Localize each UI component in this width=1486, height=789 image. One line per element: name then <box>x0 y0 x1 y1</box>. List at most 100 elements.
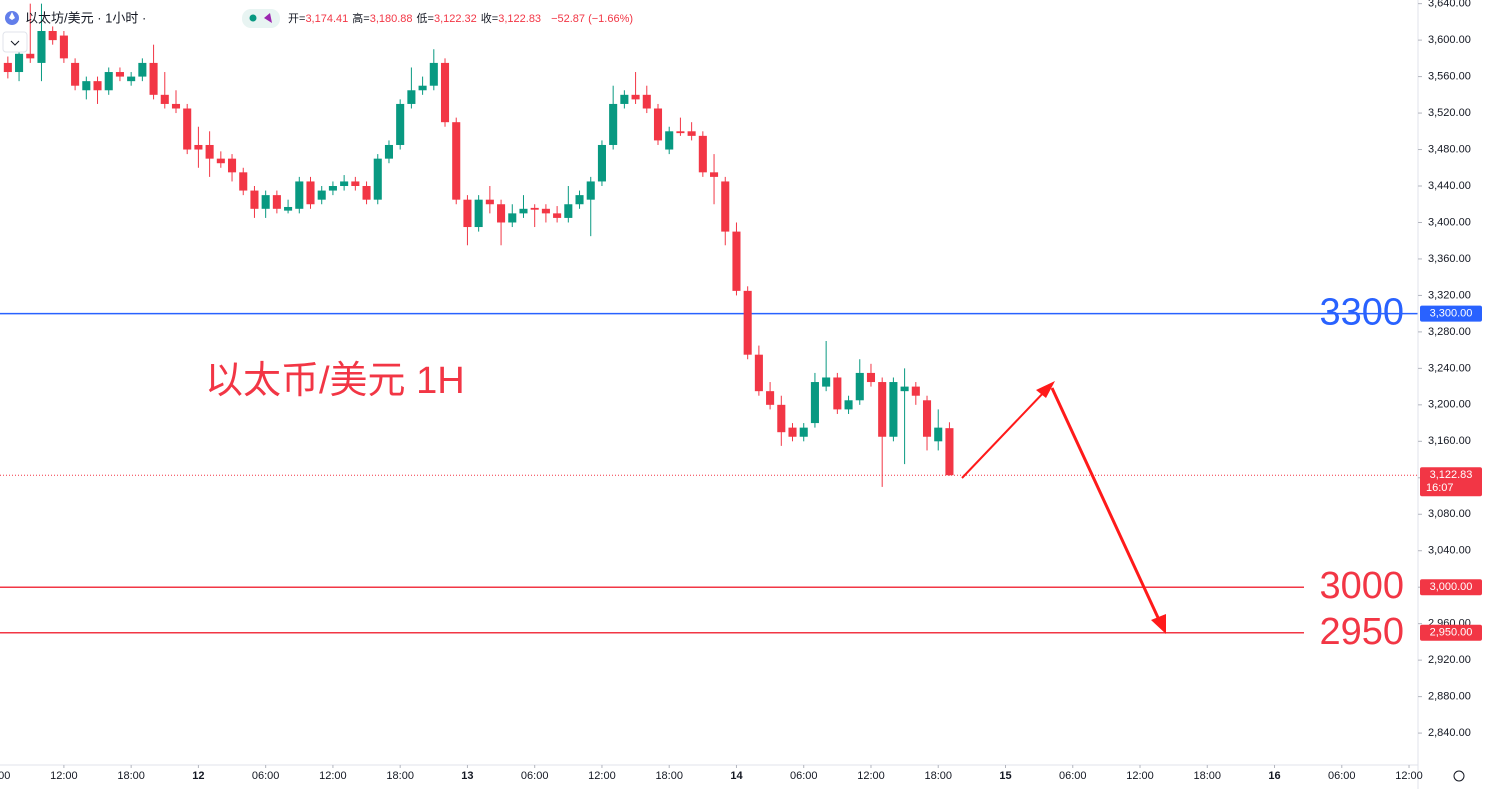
candle-body <box>609 103 618 145</box>
candle-body <box>810 382 819 424</box>
x-tick-label: 12 <box>192 770 204 782</box>
symbol-title: 以太坊/美元 · 1小时 · <box>25 10 146 25</box>
ohlc-value: −52.87 (−1.66%) <box>551 13 633 25</box>
candle-body <box>553 213 562 218</box>
arrow-up-head <box>1036 381 1055 398</box>
ohlc-value: 3,122.83 <box>498 13 541 25</box>
x-tick-label: 18:00 <box>924 770 952 782</box>
y-tick-label: 2,840.00 <box>1428 727 1471 739</box>
level-label: 3000 <box>1319 565 1404 607</box>
candle-body <box>183 108 192 150</box>
candle-body <box>878 382 887 437</box>
candle-body <box>328 186 337 191</box>
collapse-button[interactable] <box>2 31 28 53</box>
candle-body <box>508 213 517 223</box>
candle-body <box>788 427 797 437</box>
candle-body <box>82 81 91 91</box>
y-tick-label: 3,560.00 <box>1428 70 1471 82</box>
y-tick-label: 3,280.00 <box>1428 326 1471 338</box>
x-tick-label: 18:00 <box>1193 770 1221 782</box>
annotation: 以太币/美元 1H <box>205 360 465 402</box>
candle-body <box>194 144 203 150</box>
candle-body <box>362 186 371 200</box>
arrow-down-line <box>1050 387 1162 623</box>
x-tick-label: 06:00 <box>0 770 10 782</box>
candle-body <box>171 103 181 109</box>
candle-body <box>530 207 539 210</box>
candle-body <box>250 190 259 209</box>
candle-body <box>104 72 113 91</box>
candle-body <box>732 231 741 291</box>
level-axis-tag <box>1420 305 1482 322</box>
candle-body <box>15 53 24 73</box>
settings-icon[interactable] <box>1453 770 1465 782</box>
candle-body <box>485 199 494 205</box>
x-tick-label: 18:00 <box>117 770 145 782</box>
candle-body <box>822 377 831 387</box>
arrow-down-head <box>1151 614 1166 634</box>
x-tick-label: 12:00 <box>50 770 78 782</box>
candle-body <box>138 62 147 77</box>
x-tick-label: 12:00 <box>1395 770 1423 782</box>
y-tick-label: 3,040.00 <box>1428 545 1471 557</box>
candle-body <box>317 190 326 200</box>
candle-body <box>945 428 954 476</box>
candle-body <box>284 206 293 211</box>
candle-body <box>575 195 584 205</box>
countdown: 16:07 <box>1426 482 1454 494</box>
candle-body <box>261 195 270 209</box>
last-price-label: 3,122.83 <box>1430 469 1473 481</box>
candle-body <box>497 204 506 223</box>
candle-body <box>766 391 775 405</box>
candle-body <box>452 122 461 200</box>
candle-body <box>541 208 550 214</box>
candle-body <box>418 85 427 91</box>
candle-body <box>127 76 136 82</box>
level-axis-tag <box>1420 624 1482 641</box>
candle-body <box>429 62 438 86</box>
y-tick-label: 3,440.00 <box>1428 180 1471 192</box>
candle-body <box>866 372 876 383</box>
status-dot <box>249 14 257 22</box>
y-tick-label: 3,600.00 <box>1428 34 1471 46</box>
candle-body <box>407 90 416 104</box>
y-tick-label: 3,240.00 <box>1428 362 1471 374</box>
candle-body <box>833 377 842 410</box>
candle-body <box>160 94 169 104</box>
x-tick-label: 15 <box>999 770 1011 782</box>
x-tick-label: 06:00 <box>252 770 280 782</box>
candle-body <box>653 108 663 141</box>
candle-body <box>754 354 763 392</box>
level-label: 2950 <box>1319 611 1404 653</box>
candle-body <box>900 386 909 392</box>
y-tick-label: 3,360.00 <box>1428 253 1471 265</box>
x-tick-label: 12:00 <box>588 770 616 782</box>
candle-body <box>844 400 853 410</box>
last-price-tag <box>1420 467 1482 497</box>
x-tick-label: 14 <box>730 770 743 782</box>
arrow-up-line <box>961 389 1047 479</box>
candle-body <box>228 158 237 173</box>
chevron <box>10 40 20 46</box>
ohlc-value: 3,174.41 <box>305 13 348 25</box>
status-pill[interactable] <box>242 9 280 28</box>
level-axis-tag <box>1420 579 1482 596</box>
candle-body <box>463 199 472 228</box>
candle-body <box>340 181 349 187</box>
x-tick-label: 13 <box>461 770 473 782</box>
candle-body <box>239 172 248 191</box>
candle-body <box>59 35 68 59</box>
candle-body <box>564 204 573 218</box>
y-tick-label: 3,160.00 <box>1428 435 1471 447</box>
candle-body <box>687 131 696 136</box>
ohlc-label: 收= <box>481 11 498 25</box>
candle-body <box>440 62 450 123</box>
candle-body <box>272 195 281 209</box>
candle-body <box>3 62 12 73</box>
x-tick-label: 12:00 <box>1126 770 1154 782</box>
x-tick-label: 12:00 <box>857 770 885 782</box>
candle-body <box>855 372 864 401</box>
x-tick-label: 06:00 <box>1059 770 1087 782</box>
candle-body <box>597 144 606 182</box>
